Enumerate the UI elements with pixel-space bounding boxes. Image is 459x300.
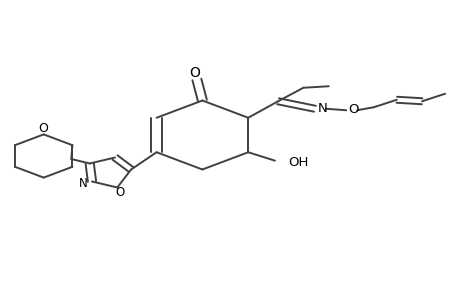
Text: O: O bbox=[347, 103, 358, 116]
Text: O: O bbox=[189, 66, 200, 80]
Text: N: N bbox=[317, 102, 326, 115]
Text: N: N bbox=[79, 177, 88, 190]
Text: O: O bbox=[115, 185, 124, 199]
Text: O: O bbox=[38, 122, 48, 135]
Text: OH: OH bbox=[287, 156, 308, 169]
